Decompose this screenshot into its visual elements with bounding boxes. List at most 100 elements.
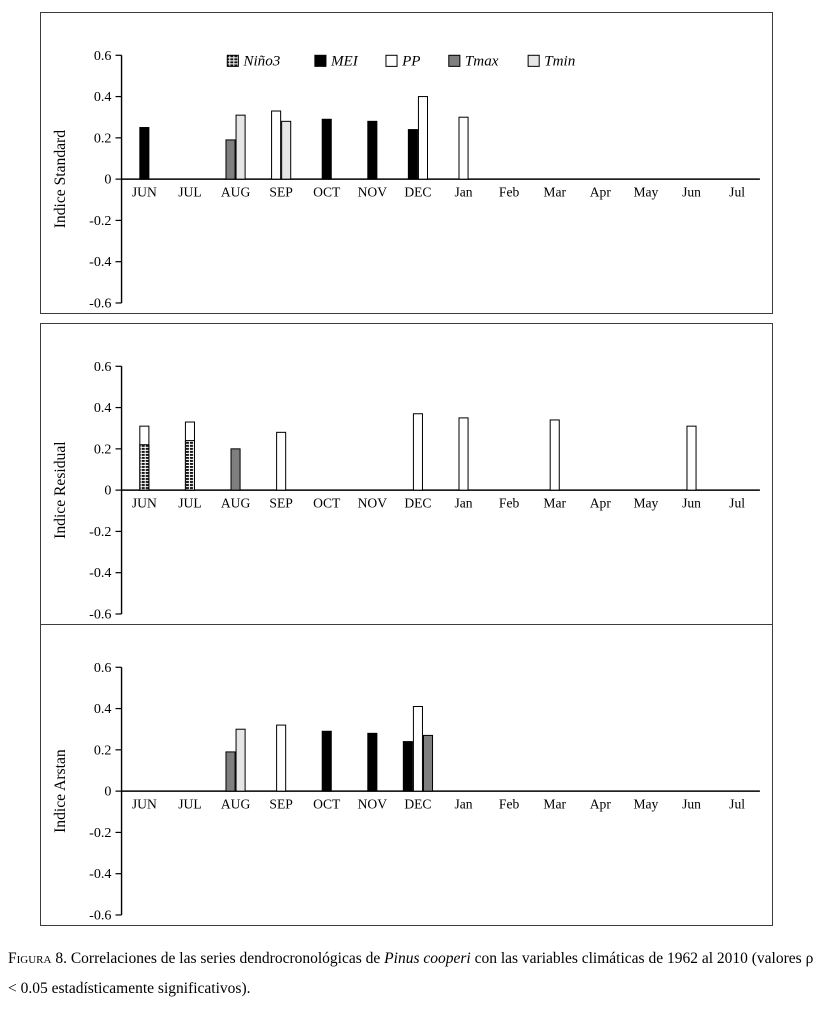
x-tick-label: Mar [543,796,566,811]
y-tick-label: -0.2 [89,524,111,540]
x-tick-label: Feb [499,495,520,510]
x-tick-label: DEC [404,796,431,811]
legend-label: Tmax [465,53,499,69]
x-tick-label: Apr [590,184,612,199]
x-tick-label: Jul [729,796,745,811]
legend-swatch-Tmax [448,54,461,67]
x-tick-label: Apr [590,796,612,811]
x-tick-label: Jul [729,184,745,199]
x-tick-label: JUN [132,796,157,811]
x-tick-label: Jan [454,796,472,811]
bar-PP [271,110,282,180]
y-tick-label: 0.2 [94,742,112,758]
chart-panel-group: 0.6 0.4 0.2 0 -0.2 -0.4 -0.6 Indice Residual JUN… [40,323,773,927]
y-tick-label: -0.6 [89,908,111,924]
y-tick-label: -0.2 [89,213,111,229]
x-tick-label: DEC [404,495,431,510]
caption-text-before: Correlaciones de las series dendrocronol… [66,950,385,968]
bar-PP [549,419,560,491]
x-tick-label: NOV [358,184,388,199]
bar-PP [686,425,697,491]
bar-MEI [402,741,413,792]
x-tick-label: May [633,184,658,199]
x-tick-label: May [633,495,658,510]
y-tick-label: 0 [104,483,111,499]
chart-panel-standard: 0.6 0.4 0.2 0 -0.2 -0.4 -0.6 Indice Standard JUN… [40,12,773,315]
x-tick-label: Jan [454,495,472,510]
bar-Tmin [235,728,246,792]
y-tick-label: 0 [104,172,111,188]
x-tick-label: OCT [313,796,341,811]
bar-PP [458,417,469,491]
bar-Tmin [235,114,246,180]
bar-Niño3 [139,444,150,491]
y-tick-label: 0.4 [94,89,112,105]
x-tick-label: OCT [313,495,341,510]
y-tick-label: 0.6 [94,660,112,676]
caption-text-after: con las variables climáticas de 1962 al … [8,950,814,997]
x-tick-label: OCT [313,184,341,199]
bar-MEI [367,120,378,180]
x-tick-label: Jul [729,495,745,510]
legend-label: Niño3 [242,53,280,69]
x-tick-label: JUN [132,184,157,199]
chart-residual: 0.6 0.4 0.2 0 -0.2 -0.4 -0.6 Indice Residual JUN… [52,359,760,623]
x-tick-label: Apr [590,495,612,510]
x-tick-label: JUL [178,796,201,811]
x-tick-label: Mar [543,495,566,510]
x-tick-label: Jan [454,184,472,199]
caption-label: Figura 8. [8,950,67,968]
x-tick-label: JUN [132,495,157,510]
legend-swatch-Niño3 [226,54,239,67]
bar-MEI [367,732,378,792]
x-tick-label: Feb [499,796,520,811]
bar-PP [276,431,287,491]
x-tick-label: AUG [221,796,251,811]
bar-PP [412,413,423,491]
x-tick-label: DEC [404,184,431,199]
y-tick-label: -0.6 [89,607,111,623]
chart-standard: 0.6 0.4 0.2 0 -0.2 -0.4 -0.6 Indice Standard JUN… [52,48,760,312]
y-axis-title: Indice Arstan [52,749,69,833]
caption-species-italic: Pinus cooperi [384,950,471,968]
bar-MEI [407,129,418,180]
y-tick-label: 0.6 [94,359,112,375]
x-tick-label: Jun [682,796,701,811]
x-tick-label: Feb [499,184,520,199]
x-tick-label: JUL [178,495,201,510]
x-tick-label: AUG [221,495,251,510]
y-axis-title: Indice Residual [52,441,69,539]
legend-swatch-PP [385,54,398,67]
x-tick-label: Jun [682,184,701,199]
legend-label: Tmin [544,53,575,69]
chart-arstan: 0.6 0.4 0.2 0 -0.2 -0.4 -0.6 Indice Arstan JUN JU… [52,660,760,924]
y-tick-label: -0.4 [89,866,111,882]
legend-swatch-MEI [314,54,327,67]
bar-MEI [321,118,332,180]
chart-panel-residual: 0.6 0.4 0.2 0 -0.2 -0.4 -0.6 Indice Residual JUN… [40,323,773,626]
bar-PP [458,116,469,180]
x-tick-label: NOV [358,796,388,811]
y-tick-label: -0.4 [89,565,111,581]
chart-panel-arstan: 0.6 0.4 0.2 0 -0.2 -0.4 -0.6 Indice Arstan JUN JU… [40,625,773,927]
legend-label: MEI [330,53,359,69]
x-tick-label: May [633,796,658,811]
y-tick-label: 0.4 [94,400,112,416]
x-tick-label: SEP [269,184,293,199]
y-tick-label: -0.2 [89,825,111,841]
bar-Tmax [230,448,241,491]
y-tick-label: -0.6 [89,296,111,312]
bar-Tmin [281,120,292,180]
bar-MEI [321,730,332,792]
bar-MEI [139,127,150,180]
y-tick-label: 0.4 [94,701,112,717]
bar-PP [276,724,287,792]
bar-PP [417,96,429,180]
bar-Tmax [225,751,236,792]
legend-swatch-Tmin [527,54,540,67]
x-tick-label: JUL [178,184,201,199]
x-tick-label: NOV [358,495,388,510]
x-tick-label: SEP [269,495,293,510]
x-tick-label: Mar [543,184,566,199]
